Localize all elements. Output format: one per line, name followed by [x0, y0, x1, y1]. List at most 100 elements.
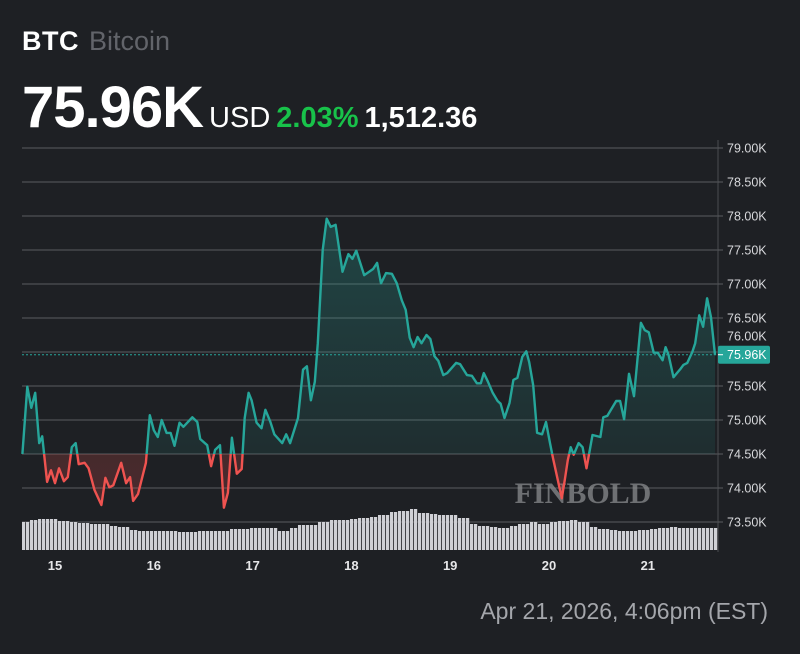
volume-bar — [102, 524, 106, 550]
volume-bar — [58, 521, 62, 550]
volume-bar — [134, 530, 138, 550]
y-tick-label: 76.00K — [727, 330, 767, 344]
volume-bar — [418, 513, 422, 550]
volume-bar — [250, 528, 254, 550]
volume-bar — [610, 530, 614, 550]
volume-bar — [650, 529, 654, 550]
volume-bar — [190, 532, 194, 550]
x-tick-label: 16 — [147, 558, 161, 573]
volume-bars — [22, 509, 718, 550]
volume-bar — [674, 527, 678, 550]
volume-bar — [426, 513, 430, 550]
volume-bar — [518, 524, 522, 550]
volume-bar — [326, 522, 330, 550]
current-price: 75.96K — [22, 75, 204, 140]
volume-bar — [586, 522, 590, 550]
volume-bar — [670, 527, 674, 550]
currency-label: USD — [209, 102, 271, 134]
volume-bar — [570, 520, 574, 550]
volume-bar — [34, 520, 38, 550]
volume-bar — [154, 531, 158, 550]
volume-bar — [602, 529, 606, 550]
volume-bar — [378, 515, 382, 550]
volume-bar — [578, 522, 582, 550]
volume-bar — [466, 518, 470, 550]
volume-bar — [462, 518, 466, 550]
change-absolute: 1,512.36 — [364, 102, 478, 134]
x-tick-label: 20 — [542, 558, 556, 573]
volume-bar — [46, 519, 50, 550]
volume-bar — [90, 524, 94, 550]
volume-bar — [142, 531, 146, 550]
volume-bar — [486, 526, 490, 550]
volume-bar — [282, 531, 286, 550]
volume-bar — [366, 518, 370, 550]
x-tick-label: 18 — [344, 558, 358, 573]
volume-bar — [274, 528, 278, 550]
volume-bar — [26, 522, 30, 550]
y-tick-label: 78.00K — [727, 210, 767, 224]
last-price-badge — [718, 345, 770, 364]
volume-bar — [606, 529, 610, 550]
volume-bar — [394, 512, 398, 550]
volume-bar — [50, 519, 54, 550]
volume-bar — [686, 528, 690, 550]
volume-bar — [322, 522, 326, 550]
volume-bar — [546, 524, 550, 550]
volume-bar — [266, 528, 270, 550]
volume-bar — [174, 531, 178, 550]
volume-bar — [590, 527, 594, 550]
volume-bar — [186, 532, 190, 550]
timestamp: Apr 21, 2026, 4:06pm (EST) — [480, 598, 768, 624]
volume-bar — [362, 518, 366, 550]
volume-bar — [566, 521, 570, 550]
change-percent: 2.03% — [276, 102, 359, 134]
volume-bar — [86, 523, 90, 550]
volume-bar — [702, 528, 706, 550]
y-tick-label: 75.50K — [727, 380, 767, 394]
volume-bar — [514, 526, 518, 550]
y-tick-label: 77.00K — [727, 278, 767, 292]
volume-bar — [574, 520, 578, 550]
volume-bar — [410, 509, 414, 550]
y-tick-label: 75.00K — [727, 414, 767, 428]
volume-bar — [622, 531, 626, 550]
volume-bar — [446, 515, 450, 550]
volume-bar — [494, 527, 498, 550]
volume-bar — [482, 526, 486, 550]
volume-bar — [554, 522, 558, 550]
last-price-label: 75.96K — [727, 348, 767, 362]
volume-bar — [654, 529, 658, 550]
volume-bar — [666, 528, 670, 550]
volume-bar — [302, 525, 306, 550]
volume-bar — [278, 531, 282, 550]
volume-bar — [130, 530, 134, 550]
volume-bar — [350, 519, 354, 550]
volume-bar — [582, 522, 586, 550]
volume-bar — [430, 514, 434, 550]
asset-title: BTC Bitcoin — [22, 26, 170, 57]
volume-bar — [450, 515, 454, 550]
volume-bar — [182, 532, 186, 550]
volume-bar — [434, 514, 438, 550]
price-line-up — [21, 217, 717, 454]
volume-bar — [390, 512, 394, 550]
volume-bar — [38, 519, 42, 550]
volume-bar — [354, 519, 358, 550]
volume-bar — [226, 531, 230, 550]
volume-bar — [458, 518, 462, 550]
volume-bar — [638, 530, 642, 550]
volume-bar — [510, 526, 514, 550]
volume-bar — [530, 522, 534, 550]
volume-bar — [346, 520, 350, 550]
volume-bar — [230, 529, 234, 550]
volume-bar — [122, 527, 126, 550]
volume-bar — [542, 524, 546, 550]
volume-bar — [662, 528, 666, 550]
volume-bar — [706, 528, 710, 550]
volume-bar — [78, 523, 82, 550]
y-tick-label: 78.50K — [727, 176, 767, 190]
volume-bar — [526, 524, 530, 550]
area-fill-down — [22, 454, 715, 508]
